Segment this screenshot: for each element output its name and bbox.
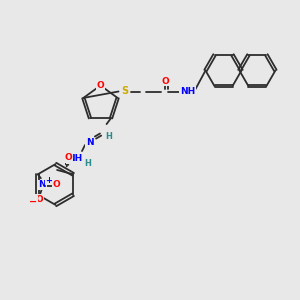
Text: +: + [45,176,52,185]
Text: NH: NH [180,87,195,96]
Text: H: H [85,159,92,168]
Text: −: − [29,197,37,207]
Text: N: N [38,180,46,189]
Text: O: O [97,81,104,90]
Text: N: N [86,138,93,147]
Text: S: S [121,86,128,97]
Text: O: O [161,76,169,85]
Text: NH: NH [67,154,82,163]
Text: H: H [106,132,112,141]
Text: O: O [64,153,72,162]
Text: O: O [35,195,43,204]
Text: O: O [53,180,61,189]
